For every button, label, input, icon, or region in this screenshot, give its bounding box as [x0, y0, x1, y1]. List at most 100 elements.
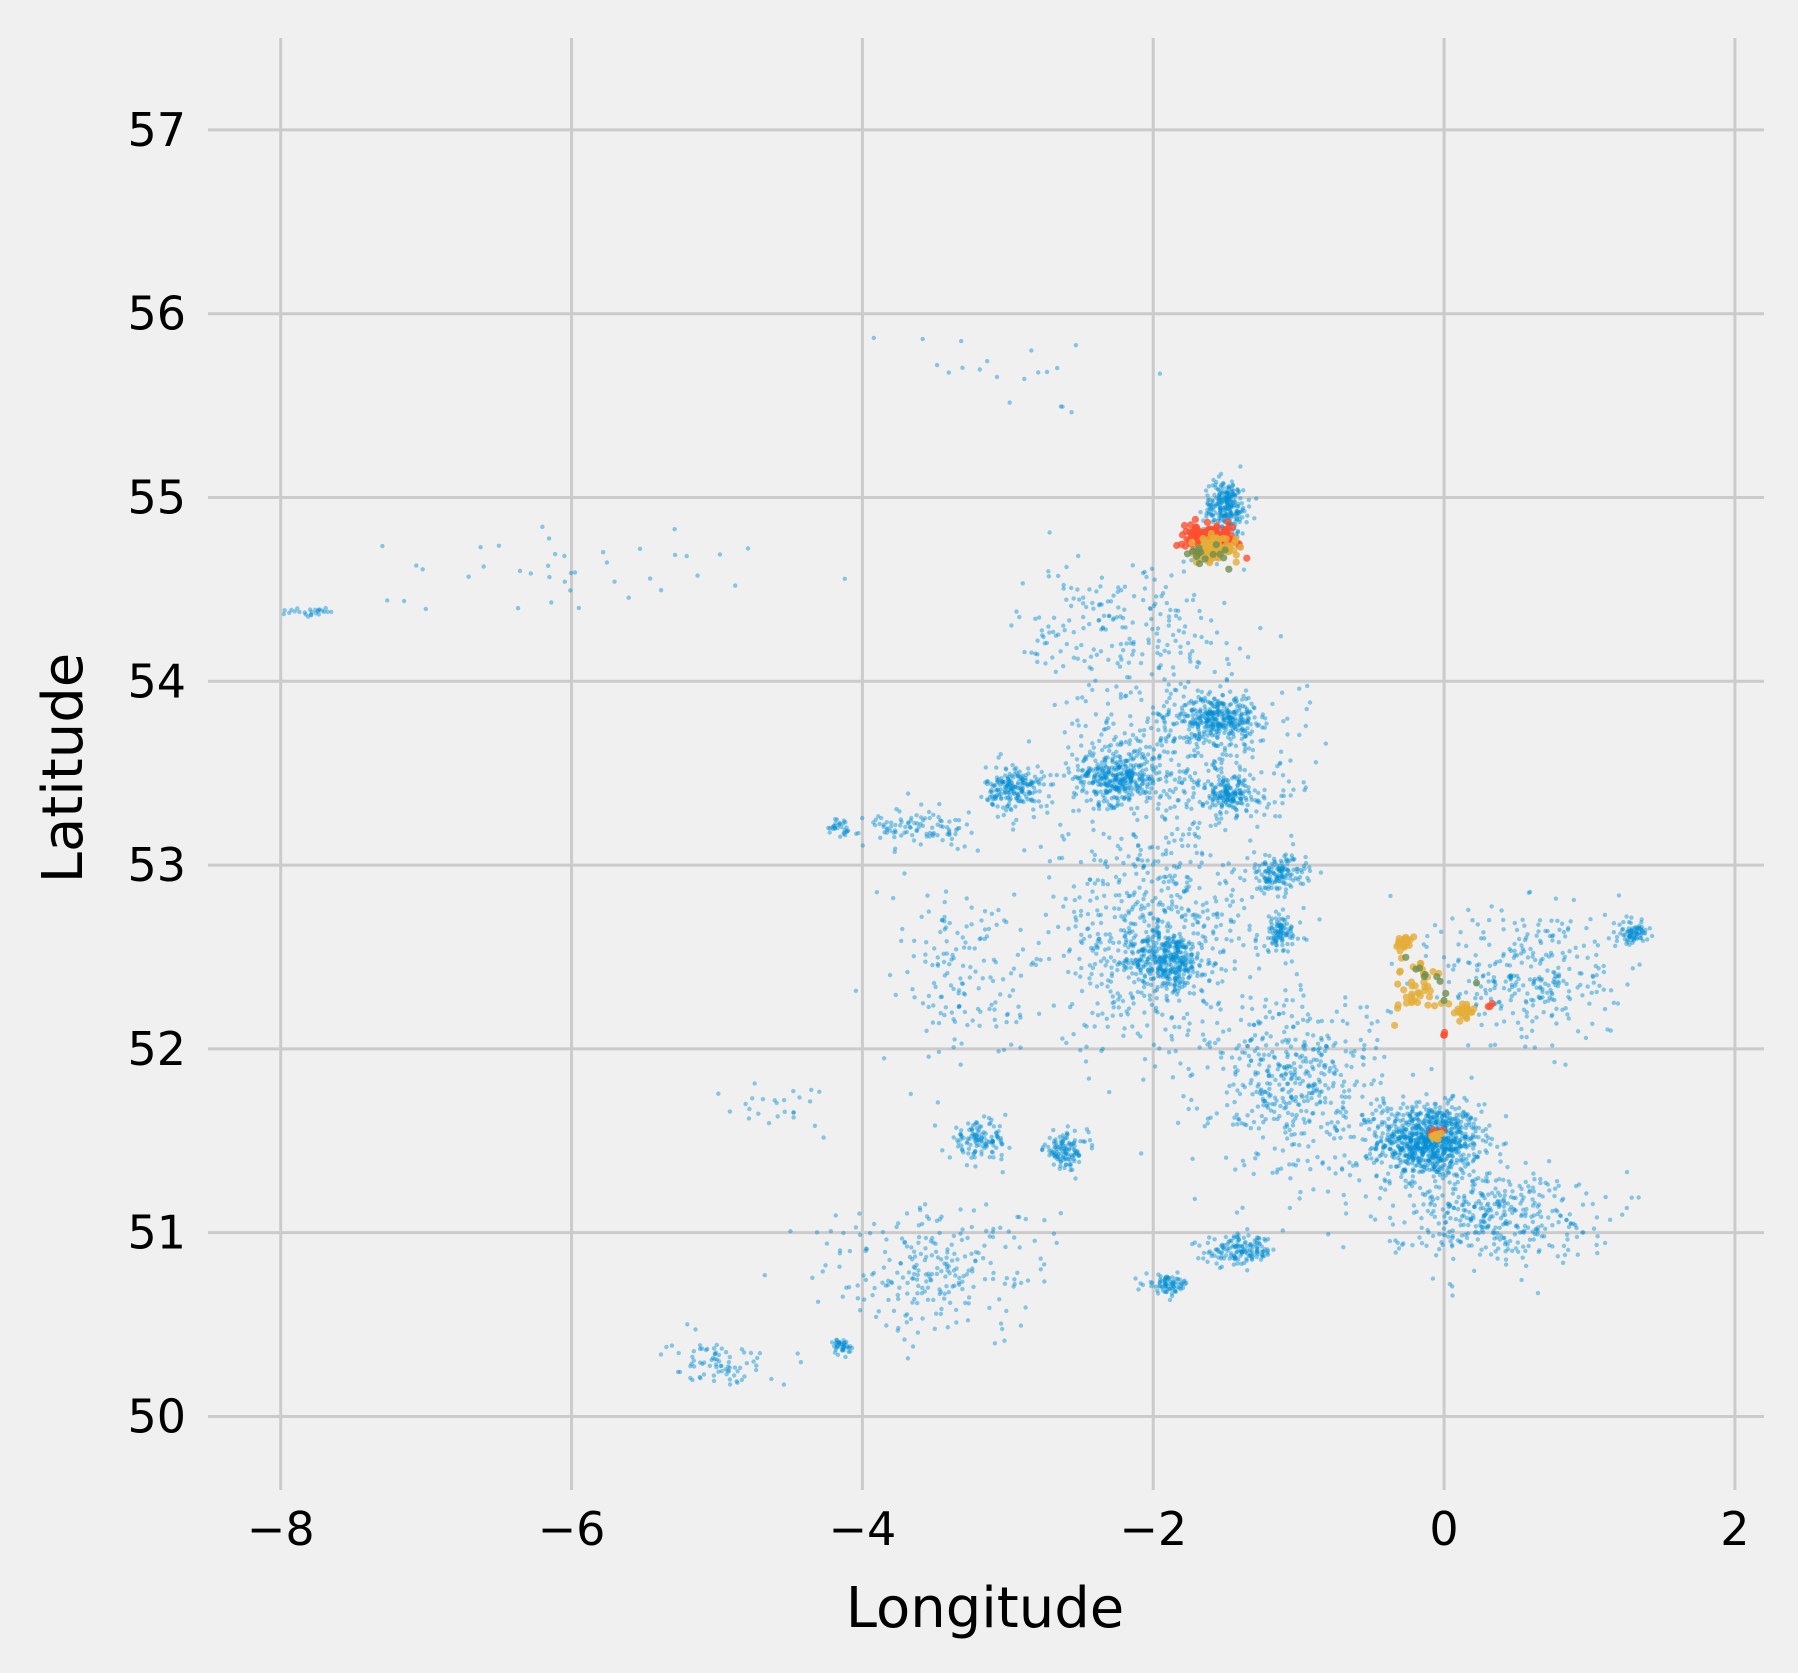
data-point — [1162, 720, 1168, 725]
data-point — [1253, 945, 1259, 950]
data-point — [1221, 701, 1226, 707]
data-point — [1263, 1043, 1269, 1048]
data-point — [1165, 936, 1171, 941]
data-point — [1425, 1148, 1430, 1154]
data-point — [999, 1152, 1004, 1158]
data-point — [1556, 965, 1561, 970]
data-point — [1390, 1152, 1396, 1157]
data-point — [1137, 852, 1143, 857]
data-point — [1128, 942, 1133, 947]
data-point — [1459, 1168, 1465, 1173]
data-point — [1410, 1168, 1415, 1174]
data-point — [1332, 1064, 1337, 1069]
data-point — [1449, 1121, 1455, 1127]
data-point — [1418, 1160, 1423, 1166]
data-point — [1198, 707, 1203, 712]
data-point — [1373, 1147, 1379, 1152]
data-point — [1425, 1111, 1431, 1116]
data-point — [1136, 977, 1141, 982]
data-point — [1186, 975, 1191, 981]
data-point — [1098, 858, 1103, 863]
data-point — [1415, 1117, 1421, 1123]
data-point — [1564, 981, 1569, 987]
data-point — [1086, 1076, 1092, 1081]
data-point — [1425, 1139, 1431, 1145]
data-point — [1123, 949, 1128, 955]
data-point — [1090, 768, 1096, 773]
data-point — [974, 1126, 979, 1131]
data-point — [1222, 748, 1228, 753]
data-point — [1191, 984, 1197, 989]
data-point — [1087, 877, 1093, 882]
data-point — [1177, 964, 1183, 969]
data-point — [1439, 1143, 1445, 1149]
data-point — [1142, 919, 1147, 924]
data-point — [1412, 1124, 1417, 1129]
data-point — [1414, 1138, 1419, 1143]
data-point — [1289, 853, 1295, 858]
data-point — [1432, 1152, 1437, 1157]
data-point — [1191, 785, 1196, 790]
data-point — [1156, 712, 1161, 717]
data-point — [1345, 1021, 1350, 1026]
data-point — [1442, 1146, 1448, 1151]
data-point — [1255, 1235, 1260, 1240]
data-point — [1401, 1125, 1406, 1130]
data-point — [1383, 1153, 1388, 1158]
data-point — [1343, 1002, 1348, 1008]
data-point — [1137, 958, 1142, 963]
data-point — [1272, 859, 1277, 864]
data-point — [1446, 1141, 1452, 1147]
data-point — [1419, 1119, 1424, 1125]
data-point — [1121, 1033, 1126, 1039]
data-point — [1372, 1133, 1377, 1138]
data-point — [1399, 1134, 1404, 1139]
data-point — [1190, 821, 1195, 827]
data-point — [1454, 1122, 1460, 1127]
data-point — [1178, 681, 1183, 687]
data-point — [1138, 907, 1144, 912]
data-point — [1094, 652, 1100, 657]
data-point — [1271, 1116, 1277, 1122]
data-point — [1189, 708, 1195, 714]
data-point — [1107, 939, 1112, 944]
data-point — [1223, 1234, 1229, 1240]
data-point — [1197, 820, 1202, 826]
data-point — [1258, 1057, 1263, 1062]
data-point — [1338, 1135, 1343, 1141]
data-point — [1204, 800, 1210, 805]
data-point — [1627, 942, 1632, 947]
data-point — [1157, 1280, 1163, 1285]
data-point — [1423, 1143, 1429, 1148]
data-point — [1398, 1128, 1403, 1133]
data-point — [1265, 886, 1271, 892]
data-point — [1436, 1164, 1441, 1170]
data-point — [1425, 1125, 1430, 1131]
data-point — [1442, 1113, 1447, 1118]
data-point — [1068, 1142, 1074, 1148]
data-point — [1427, 1153, 1432, 1159]
data-point — [1077, 956, 1082, 962]
data-point — [1443, 1135, 1449, 1140]
data-point — [987, 1154, 992, 1160]
data-point — [1416, 1159, 1421, 1164]
data-point — [1104, 780, 1110, 785]
data-point — [1012, 767, 1017, 772]
data-point — [1354, 1079, 1360, 1084]
data-point — [1169, 1293, 1175, 1299]
data-point — [1347, 1173, 1353, 1178]
data-point — [1140, 947, 1145, 953]
data-point — [1387, 1126, 1392, 1131]
data-point — [1305, 1158, 1310, 1164]
data-point — [1420, 1149, 1425, 1155]
data-point — [1323, 1083, 1328, 1088]
data-point — [1455, 1130, 1461, 1135]
data-point — [1408, 1113, 1413, 1118]
data-point — [1429, 1066, 1434, 1072]
data-point — [1151, 1042, 1157, 1048]
data-point — [1310, 1084, 1316, 1089]
data-point — [1033, 789, 1038, 794]
data-point — [1229, 1055, 1235, 1060]
data-point — [1181, 735, 1187, 741]
data-point — [1289, 884, 1294, 889]
